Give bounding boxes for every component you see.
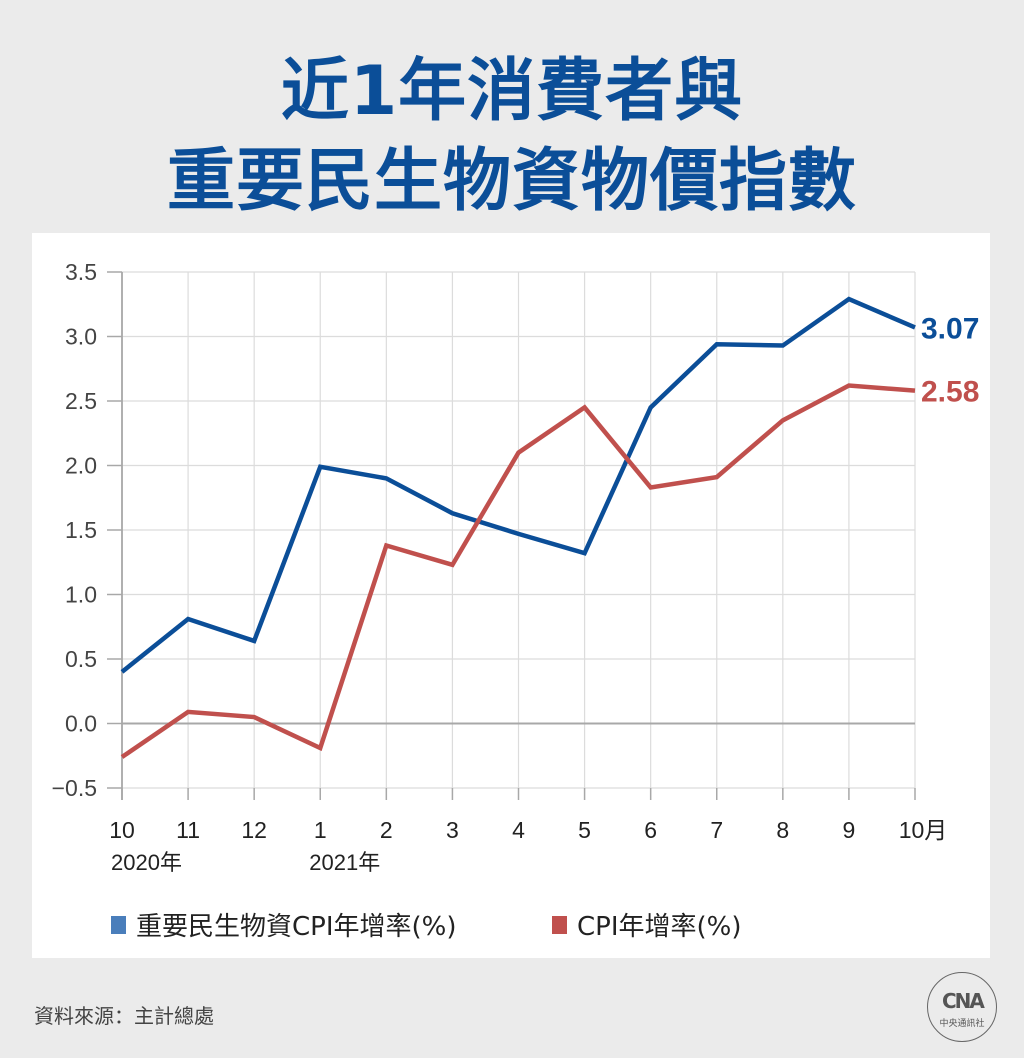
y-tick-label: −0.5 xyxy=(52,775,97,801)
chart-panel xyxy=(32,233,990,958)
y-tick-label: 3.0 xyxy=(65,324,97,350)
y-axis: 3.5 3.0 2.5 2.0 1.5 1.0 0.5 0.0 −0.5 xyxy=(52,259,123,801)
x-tick-label: 12 xyxy=(241,817,267,843)
x-tick-label: 2 xyxy=(380,817,393,843)
y-tick-label: 3.5 xyxy=(65,259,97,285)
x-tick-label: 11 xyxy=(176,817,200,843)
legend-item-cpi: CPI年增率(%) xyxy=(552,906,742,943)
end-value-labels: 3.07 2.58 xyxy=(921,312,979,408)
x-tick-label: 3 xyxy=(446,817,459,843)
x-tick-label: 7 xyxy=(710,817,723,843)
y-tick-label: 1.0 xyxy=(65,582,97,608)
chart-title-line2: 重要民生物資物價指數 xyxy=(166,142,857,221)
x-tick-label: 1 xyxy=(314,817,327,843)
x-tick-label: 8 xyxy=(776,817,789,843)
gridlines xyxy=(122,271,916,789)
y-tick-label: 0.5 xyxy=(65,646,97,672)
cna-logo-text: 中央通訊社 xyxy=(939,1019,985,1029)
legend-swatch-blue xyxy=(111,915,126,934)
x-tick-label: 5 xyxy=(578,817,591,843)
x-year-label: 2021年 xyxy=(309,850,380,875)
cna-logo-mark: CNA xyxy=(942,989,985,1013)
x-tick-label: 4 xyxy=(512,817,525,843)
legend-label-essential-cpi: 重要民生物資CPI年增率(%) xyxy=(136,912,457,942)
chart-title-line1: 近1年消費者與 xyxy=(280,52,744,131)
end-label-essential-cpi: 3.07 xyxy=(921,312,979,345)
series-line-essential-cpi xyxy=(120,296,916,674)
x-tick-label: 10月 xyxy=(899,817,948,843)
x-tick-label: 6 xyxy=(644,817,657,843)
x-tick-label: 10 xyxy=(109,817,135,843)
y-tick-label: 0.0 xyxy=(65,711,97,737)
end-label-cpi: 2.58 xyxy=(921,376,979,409)
legend-swatch-red xyxy=(552,915,567,934)
x-year-label: 2020年 xyxy=(111,850,182,875)
series-lines xyxy=(120,296,916,759)
y-tick-label: 2.5 xyxy=(65,388,97,414)
legend-item-essential-cpi: 重要民生物資CPI年增率(%) xyxy=(111,906,457,943)
legend-label-cpi: CPI年增率(%) xyxy=(577,912,742,942)
series-line-cpi xyxy=(120,383,916,759)
y-tick-label: 2.0 xyxy=(65,453,97,479)
y-tick-label: 1.5 xyxy=(65,517,97,543)
x-tick-label: 9 xyxy=(843,817,856,843)
cna-logo: CNA 中央通訊社 xyxy=(927,972,997,1042)
data-source: 資料來源：主計總處 xyxy=(34,1004,214,1028)
